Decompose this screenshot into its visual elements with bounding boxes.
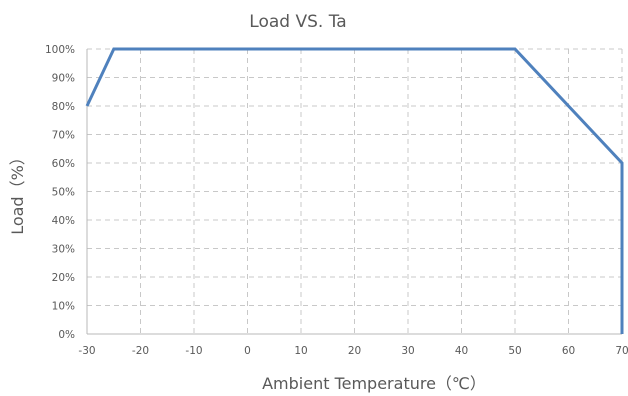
x-tick-label: 0 xyxy=(244,345,251,357)
x-tick-label: 20 xyxy=(348,345,361,357)
y-tick-label: 90% xyxy=(52,73,75,85)
y-tick-label: 60% xyxy=(52,158,75,170)
y-tick-label: 10% xyxy=(52,301,75,313)
grid-lines xyxy=(87,48,623,334)
series-layer xyxy=(85,47,624,334)
x-tick-label: -10 xyxy=(185,345,202,357)
y-tick-label: 80% xyxy=(52,101,75,113)
x-tick-label: -30 xyxy=(78,345,95,357)
x-tick-label: 30 xyxy=(401,345,414,357)
axes xyxy=(86,49,622,335)
x-tick-label: 40 xyxy=(455,345,468,357)
load-derating-line xyxy=(85,47,624,334)
y-tick-label: 40% xyxy=(52,215,75,227)
x-tick-labels: -30 -20 -10 0 10 20 30 40 50 60 70 xyxy=(78,345,628,357)
x-tick-label: -20 xyxy=(132,345,149,357)
y-tick-label: 50% xyxy=(52,187,75,199)
x-tick-label: 60 xyxy=(562,345,575,357)
x-tick-label: 70 xyxy=(615,345,628,357)
x-tick-label: 10 xyxy=(294,345,307,357)
y-tick-label: 20% xyxy=(52,272,75,284)
x-axis-label: Ambient Temperature（℃） xyxy=(262,374,486,393)
chart-title: Load VS. Ta xyxy=(249,12,346,32)
x-tick-label: 50 xyxy=(508,345,521,357)
y-tick-label: 30% xyxy=(52,244,75,256)
y-tick-label: 100% xyxy=(45,44,75,56)
y-tick-labels: 0% 10% 20% 30% 40% 50% 60% 70% 80% 90% 100% xyxy=(45,44,75,341)
y-tick-label: 70% xyxy=(52,130,75,142)
y-tick-label: 0% xyxy=(58,329,75,341)
y-axis-label: Load（%） xyxy=(8,149,27,235)
